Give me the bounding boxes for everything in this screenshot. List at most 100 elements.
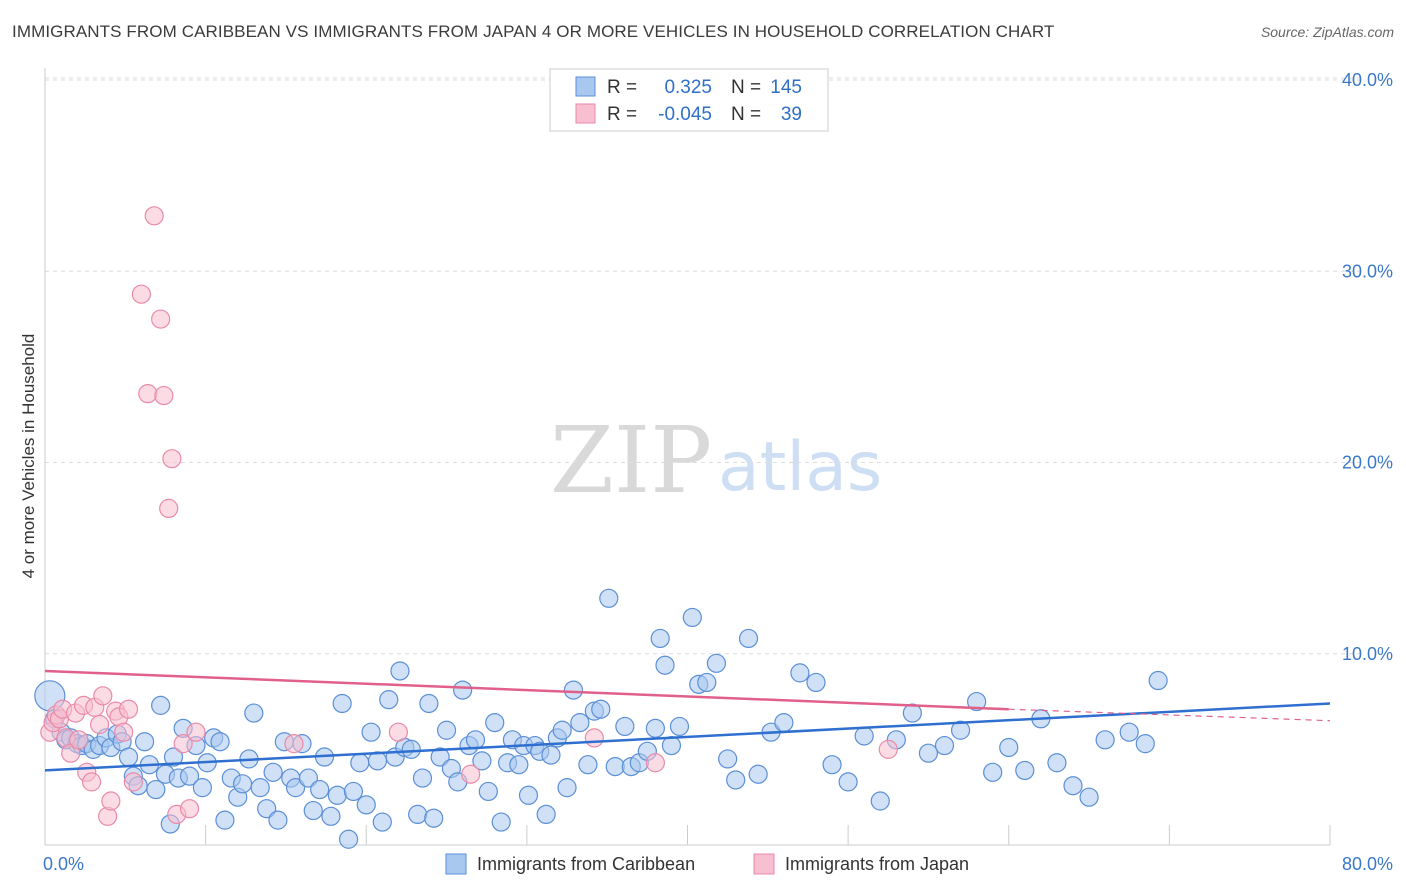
correlation-legend: R = 0.325 N = 145 R = -0.045 N = 39 bbox=[549, 68, 829, 132]
japan-point bbox=[131, 284, 151, 304]
japan-point bbox=[645, 753, 665, 773]
caribbean-point bbox=[536, 804, 556, 825]
caribbean-point bbox=[870, 791, 890, 811]
watermark-atlas: atlas bbox=[718, 428, 882, 507]
caribbean-point bbox=[615, 716, 635, 737]
caribbean-point bbox=[509, 755, 529, 775]
caribbean-point bbox=[485, 712, 505, 733]
caribbean-point bbox=[268, 810, 288, 830]
caribbean-point bbox=[338, 829, 359, 849]
legend-n-value-caribbean: 145 bbox=[770, 77, 802, 98]
grid-lines bbox=[45, 77, 1365, 655]
caribbean-point bbox=[390, 661, 410, 681]
caribbean-point bbox=[361, 722, 381, 742]
caribbean-point bbox=[967, 691, 987, 712]
series-legend: Immigrants from Caribbean Immigrants fro… bbox=[445, 853, 969, 875]
caribbean-point bbox=[250, 778, 270, 798]
caribbean-point bbox=[321, 806, 341, 826]
caribbean-point bbox=[806, 672, 826, 693]
trend-line-caribbean bbox=[44, 702, 1331, 772]
caribbean-point bbox=[1063, 776, 1083, 796]
japan-point bbox=[159, 498, 179, 518]
caribbean-point bbox=[934, 735, 955, 756]
japan-point bbox=[162, 449, 182, 469]
caribbean-point bbox=[591, 699, 611, 719]
caribbean-point bbox=[599, 588, 619, 608]
caribbean-point bbox=[650, 628, 670, 649]
japan-point bbox=[101, 791, 121, 811]
legend-r-value-caribbean: 0.325 bbox=[664, 77, 712, 98]
y-tick-label: 30.0% bbox=[1342, 261, 1393, 281]
japan-point bbox=[90, 714, 110, 735]
legend-swatch-caribbean bbox=[575, 76, 596, 97]
caribbean-point bbox=[285, 778, 306, 798]
caribbean-point bbox=[478, 781, 498, 802]
caribbean-point bbox=[774, 712, 794, 733]
japan-point bbox=[154, 385, 174, 406]
caribbean-point bbox=[1015, 760, 1035, 781]
legend-n-value-japan: 39 bbox=[781, 104, 802, 125]
caribbean-point bbox=[918, 743, 939, 763]
caribbean-point bbox=[310, 779, 330, 800]
caribbean-point bbox=[1148, 670, 1168, 691]
y-tick-label: 10.0% bbox=[1342, 644, 1393, 664]
caribbean-point bbox=[343, 781, 363, 802]
caribbean-point bbox=[682, 607, 702, 628]
caribbean-point bbox=[163, 747, 184, 767]
caribbean-point bbox=[151, 695, 171, 715]
x-axis-ticks bbox=[44, 825, 1331, 845]
caribbean-point bbox=[192, 778, 213, 798]
caribbean-point bbox=[327, 785, 347, 805]
bottom-legend-label-japan: Immigrants from Japan bbox=[785, 854, 969, 874]
japan-point bbox=[118, 699, 139, 719]
caribbean-point bbox=[424, 808, 444, 828]
japan-points bbox=[40, 206, 898, 826]
caribbean-point bbox=[303, 800, 323, 821]
japan-point bbox=[179, 799, 200, 819]
caribbean-point bbox=[999, 737, 1019, 758]
legend-r-label-caribbean: R = bbox=[607, 77, 637, 98]
caribbean-point bbox=[669, 716, 690, 737]
japan-point bbox=[123, 772, 143, 792]
x-tick-label-max: 80.0% bbox=[1342, 854, 1393, 874]
legend-box bbox=[549, 68, 829, 132]
caribbean-point bbox=[356, 795, 376, 815]
caribbean-point bbox=[419, 693, 439, 714]
caribbean-point bbox=[263, 762, 283, 782]
caribbean-point bbox=[655, 655, 675, 675]
caribbean-point bbox=[430, 747, 450, 767]
caribbean-point bbox=[298, 768, 319, 788]
caribbean-point bbox=[748, 764, 768, 784]
caribbean-point bbox=[436, 720, 457, 740]
caribbean-point bbox=[854, 726, 874, 746]
watermark-zip: ZIP bbox=[550, 407, 712, 514]
japan-point bbox=[138, 384, 158, 404]
japan-point bbox=[186, 722, 206, 742]
japan-point bbox=[388, 722, 408, 742]
caribbean-point bbox=[738, 628, 759, 649]
japan-point bbox=[69, 730, 89, 750]
japan-point bbox=[461, 764, 481, 784]
trend-line-japan bbox=[44, 669, 1009, 711]
japan-point bbox=[284, 734, 304, 754]
caribbean-point bbox=[1095, 730, 1115, 750]
caribbean-point bbox=[983, 762, 1003, 782]
legend-n-label-japan: N = bbox=[731, 104, 761, 125]
bottom-legend-swatch-caribbean bbox=[445, 853, 467, 875]
caribbean-point bbox=[210, 732, 230, 752]
caribbean-point bbox=[790, 663, 810, 683]
x-tick-label-min: 0.0% bbox=[43, 854, 84, 874]
caribbean-point bbox=[697, 672, 717, 693]
japan-point bbox=[81, 772, 102, 792]
trend-lines bbox=[44, 669, 1331, 772]
caribbean-point bbox=[134, 732, 155, 752]
legend-r-value-japan: -0.045 bbox=[658, 104, 712, 125]
caribbean-point bbox=[541, 745, 561, 765]
caribbean-point bbox=[645, 718, 665, 738]
caribbean-point bbox=[605, 756, 625, 777]
caribbean-point bbox=[350, 753, 370, 773]
caribbean-point bbox=[822, 755, 842, 775]
caribbean-point bbox=[146, 779, 166, 800]
japan-point bbox=[144, 206, 164, 226]
caribbean-point bbox=[372, 812, 392, 832]
